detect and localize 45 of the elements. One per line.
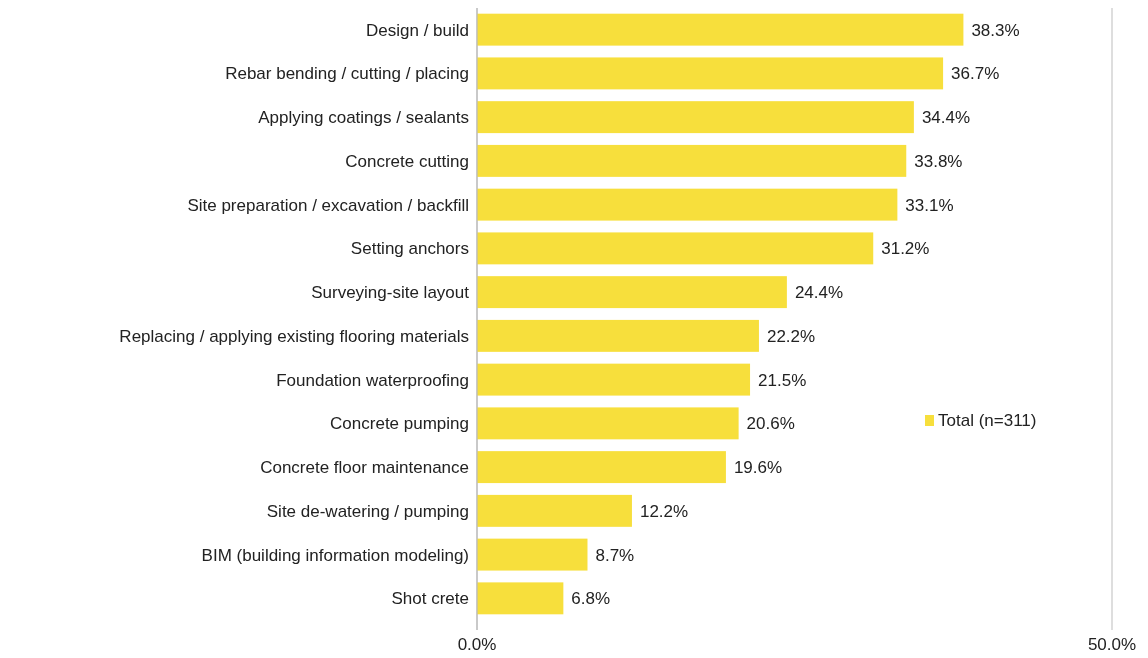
bar (477, 232, 874, 265)
y-tick-label: Setting anchors (350, 239, 469, 259)
data-label: 6.8% (571, 589, 611, 609)
data-label: 12.2% (639, 501, 689, 521)
data-label: 8.7% (595, 545, 635, 565)
bar (477, 494, 632, 527)
bar (477, 276, 787, 309)
data-label: 36.7% (951, 64, 1000, 84)
y-tick-label: Foundation waterproofing (276, 370, 469, 390)
x-tick-label: 50.0% (1087, 635, 1137, 654)
legend-label: Total (n=311) (938, 410, 1037, 430)
y-tick-label: Rebar bending / cutting / placing (225, 64, 469, 84)
y-tick-label: Applying coatings / sealants (258, 108, 469, 128)
y-tick-label: Concrete pumping (330, 414, 469, 434)
data-label: 33.8% (914, 151, 963, 171)
data-label: 33.1% (905, 195, 954, 215)
y-tick-label: Surveying-site layout (311, 283, 470, 303)
data-label: 21.5% (758, 370, 807, 390)
bar (477, 13, 964, 46)
bar (477, 144, 907, 177)
y-tick-label: Site de-watering / pumping (266, 501, 469, 521)
data-label: 31.2% (881, 239, 930, 259)
bar (477, 451, 726, 484)
y-tick-label: Concrete floor maintenance (260, 458, 469, 478)
bar (477, 407, 739, 440)
data-label: 20.6% (746, 414, 795, 434)
data-label: 22.2% (766, 326, 816, 346)
x-tick-label: 0.0% (457, 635, 497, 654)
y-tick-label: Shot crete (391, 589, 469, 609)
bar (477, 188, 898, 221)
y-tick-label: Design / build (365, 20, 469, 40)
data-label: 19.6% (733, 458, 783, 478)
data-label: 24.4% (794, 283, 844, 303)
bar (477, 57, 944, 90)
y-tick-label: BIM (building information modeling) (201, 545, 469, 565)
bar (477, 538, 588, 571)
data-label: 34.4% (921, 108, 971, 128)
bar (477, 582, 564, 615)
y-tick-label: Replacing / applying existing flooring materials (119, 326, 469, 346)
bar (477, 101, 914, 134)
data-label: 38.3% (971, 20, 1020, 40)
bar (477, 363, 751, 396)
y-tick-label: Site preparation / excavation / backfill (187, 195, 469, 215)
bar (477, 319, 759, 352)
y-tick-label: Concrete cutting (345, 151, 469, 171)
